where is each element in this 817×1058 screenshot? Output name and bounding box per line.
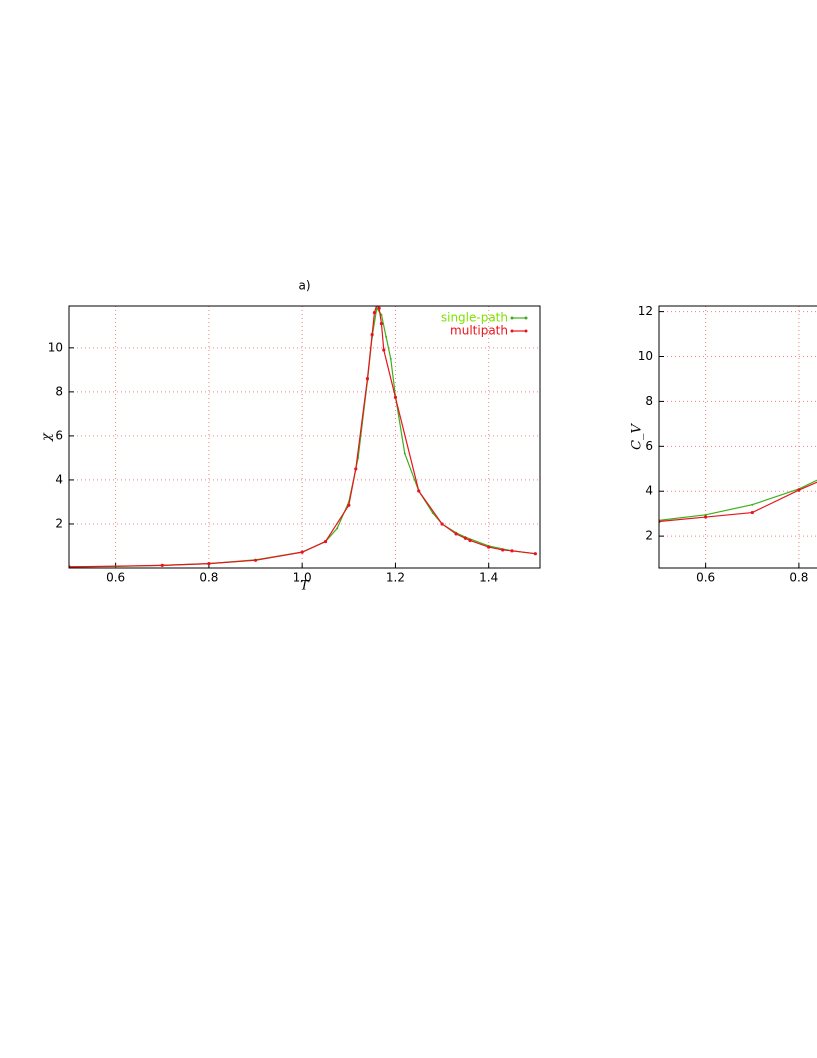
data-point	[533, 552, 537, 556]
x-tick-label: 0.8	[199, 571, 218, 585]
data-point	[385, 335, 388, 338]
y-tick-label: 10	[48, 340, 63, 354]
data-point	[354, 467, 358, 471]
data-point	[380, 313, 383, 316]
data-point	[389, 357, 392, 360]
data-point	[377, 306, 381, 310]
data-point	[160, 563, 164, 567]
data-point	[336, 527, 339, 530]
chart-title: a)	[298, 279, 310, 293]
data-point	[468, 538, 472, 543]
x-tick-label: 0.8	[789, 571, 808, 585]
series-line	[659, 481, 817, 523]
data-point	[417, 489, 421, 493]
data-point	[403, 452, 406, 455]
grid	[659, 306, 817, 568]
data-point	[704, 515, 708, 519]
data-point	[379, 322, 384, 326]
x-tick-label: 1.2	[386, 571, 405, 585]
chart: 0.6 0.8 1.0 1.2 1.4 2 4 6 8 10 a) Tχ single-pathmult…	[40, 279, 541, 594]
data-point	[382, 348, 386, 352]
data-point	[207, 561, 211, 566]
data-point	[300, 550, 304, 554]
data-point	[365, 377, 370, 381]
data-point	[253, 558, 258, 562]
y-tick-label: 2	[55, 516, 63, 530]
y-tick-label: 8	[645, 394, 653, 408]
data-point	[751, 503, 754, 506]
plot-frame	[68, 305, 541, 569]
data-point	[704, 513, 707, 516]
series-line	[69, 306, 536, 568]
data-point	[393, 395, 398, 399]
y-tick-label: 4	[55, 472, 63, 486]
y-tick-label: 8	[55, 384, 63, 398]
data-point	[797, 488, 801, 492]
chart: 0.6 0.8 2 4 6 8 10 12 C_V	[630, 304, 817, 585]
x-axis-label: T	[300, 579, 310, 594]
data-point	[463, 536, 467, 540]
legend-label: single-path	[441, 311, 508, 325]
y-axis-label: C_V	[630, 422, 645, 449]
legend-marker	[510, 316, 514, 320]
legend-label: multipath	[450, 324, 508, 338]
y-tick-label: 6	[55, 428, 63, 442]
data-point	[750, 510, 754, 515]
y-tick-label: 4	[645, 484, 653, 498]
x-tick-label: 0.6	[696, 571, 715, 585]
x-tick-label: 0.6	[106, 571, 125, 585]
y-tick-label: 2	[645, 529, 653, 543]
x-tick-label: 1.0	[293, 571, 312, 585]
plot-frame	[658, 305, 817, 569]
y-axis-label: χ	[40, 432, 55, 442]
data-point	[372, 311, 377, 315]
data-point	[510, 549, 514, 553]
data-point	[501, 548, 505, 552]
y-tick-label: 10	[638, 349, 653, 363]
data-point	[454, 532, 458, 536]
data-point	[487, 545, 491, 549]
data-point	[370, 333, 374, 337]
x-tick-label: 1.4	[479, 571, 498, 585]
y-tick-label: 12	[638, 304, 653, 318]
legend-marker	[510, 329, 514, 333]
legend-marker	[524, 316, 528, 320]
legend-marker	[524, 329, 528, 333]
y-tick-label: 6	[645, 439, 653, 453]
data-point	[323, 539, 328, 544]
grid	[69, 306, 540, 568]
data-point	[440, 522, 444, 526]
plot-area	[659, 479, 817, 524]
plot-area	[69, 306, 537, 568]
data-point	[347, 503, 351, 507]
